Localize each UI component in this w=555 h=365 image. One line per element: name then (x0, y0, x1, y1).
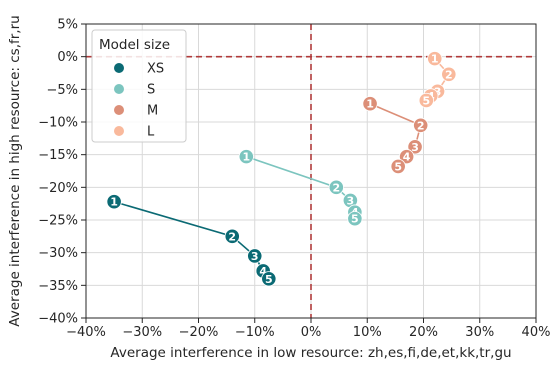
series-line (113, 200, 270, 280)
legend-label: L (147, 125, 155, 140)
data-point-label: 5 (394, 160, 402, 173)
data-point (407, 139, 423, 155)
legend-label: XS (147, 62, 164, 77)
x-tick-label: 40% (522, 325, 551, 340)
y-tick-label: −5% (46, 83, 78, 98)
y-tick-label: 5% (57, 18, 78, 33)
x-axis-ticks: −40% −30% −20% −10% 0% 10% 20% 30% 40% (66, 318, 550, 340)
data-point-label: 1 (366, 98, 374, 111)
y-tick-label: −20% (38, 181, 78, 196)
x-tick-label: 0% (301, 325, 322, 340)
data-point (362, 96, 378, 112)
series-group: 12345123451234512345 (106, 51, 457, 287)
x-tick-label: −10% (235, 325, 275, 340)
y-axis-ticks: 5% 0% −5% −10% −15% −20% −25% −30% −35% −40% (38, 18, 86, 327)
data-point (418, 92, 434, 109)
data-point (413, 117, 429, 133)
data-point-label: 4 (259, 265, 267, 278)
legend: Model size XS SML (91, 29, 187, 143)
data-point-label: 1 (431, 53, 439, 66)
data-point-label: 5 (422, 94, 430, 107)
data-point-label: 5 (265, 273, 273, 286)
data-point (261, 271, 277, 287)
x-tick-label: 30% (465, 325, 494, 340)
y-tick-label: −30% (38, 246, 78, 261)
data-point-label: 2 (417, 119, 425, 132)
data-point-label: 2 (332, 181, 340, 194)
data-point-label: 2 (228, 230, 236, 243)
data-point (238, 149, 254, 165)
legend-marker (114, 84, 124, 94)
legend-title: Model size (99, 37, 170, 53)
data-point (106, 194, 122, 210)
legend-box (91, 29, 187, 143)
data-point-label: 2 (445, 68, 453, 81)
y-tick-label: −10% (38, 116, 78, 131)
data-point (427, 51, 443, 67)
legend-marker (114, 63, 124, 73)
x-tick-label: −40% (66, 325, 106, 340)
data-point (347, 211, 363, 227)
series-xs: 1 2 345 (106, 194, 277, 287)
data-point-label: 5 (351, 213, 359, 226)
legend-label: S (147, 83, 155, 98)
data-point-label: 4 (403, 151, 411, 164)
data-point (247, 248, 263, 264)
legend-marker (114, 126, 124, 136)
data-point-label: 3 (251, 250, 259, 263)
data-point-label: 3 (434, 85, 442, 98)
data-point (441, 66, 457, 82)
y-tick-label: 0% (57, 50, 78, 65)
y-axis-label: Average interference in high resource: c… (7, 15, 23, 326)
y-tick-label: −25% (38, 214, 78, 229)
y-tick-label: −40% (38, 312, 78, 327)
x-tick-label: −30% (122, 325, 162, 340)
data-point-label: 3 (347, 194, 355, 207)
x-tick-label: 10% (353, 325, 382, 340)
legend-marker (114, 105, 124, 115)
y-tick-label: −15% (38, 148, 78, 163)
x-axis-label: Average interference in low resource: zh… (110, 345, 511, 361)
y-tick-label: −35% (38, 279, 78, 294)
data-point-label: 1 (110, 196, 118, 209)
data-point (328, 179, 344, 195)
x-tick-label: 20% (409, 325, 438, 340)
data-point (399, 149, 415, 165)
data-point-label: 1 (242, 151, 250, 164)
legend-label: M (147, 104, 158, 119)
data-point-label: 3 (411, 141, 419, 154)
data-point (390, 158, 406, 175)
data-point (224, 228, 240, 244)
x-tick-label: −20% (179, 325, 219, 340)
